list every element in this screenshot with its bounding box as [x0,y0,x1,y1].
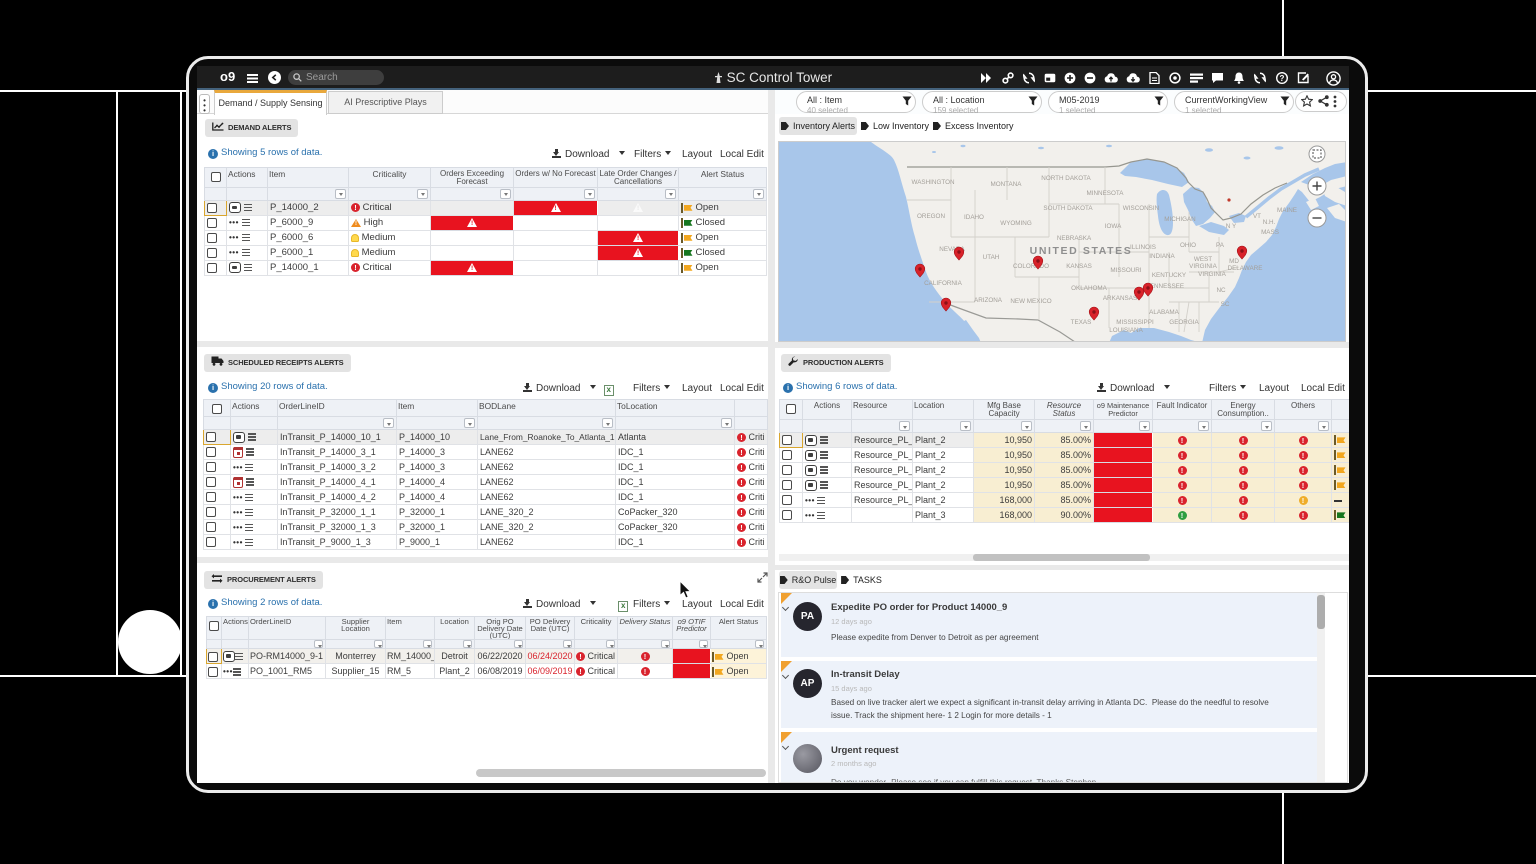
svg-text:GEORGIA: GEORGIA [1169,319,1199,326]
svg-text:TEXAS: TEXAS [1071,319,1092,326]
svg-text:MICHIGAN: MICHIGAN [1164,216,1196,223]
svg-text:NEBRASKA: NEBRASKA [1057,235,1092,242]
svg-text:CALIFORNIA: CALIFORNIA [924,280,963,287]
svg-text:OKLAHOMA: OKLAHOMA [1071,285,1107,292]
svg-text:UNITED STATES: UNITED STATES [1030,245,1133,257]
svg-text:VIRGINIA: VIRGINIA [1189,263,1217,270]
svg-text:SOUTH DAKOTA: SOUTH DAKOTA [1043,205,1093,212]
svg-text:WYOMING: WYOMING [1000,220,1032,227]
svg-text:MAINE: MAINE [1277,207,1297,214]
svg-text:MD: MD [1229,258,1239,265]
svg-text:DELAWARE: DELAWARE [1228,265,1263,272]
svg-text:ARKANSAS: ARKANSAS [1103,295,1137,302]
svg-text:NEW MEXICO: NEW MEXICO [1010,298,1051,305]
svg-text:KENTUCKY: KENTUCKY [1152,272,1187,279]
svg-text:UTAH: UTAH [983,254,1000,261]
svg-text:KANSAS: KANSAS [1066,263,1092,270]
svg-text:COLORADO: COLORADO [1013,263,1049,270]
svg-text:ARIZONA: ARIZONA [974,297,1003,304]
svg-text:WEST: WEST [1194,256,1212,263]
svg-text:OHIO: OHIO [1180,242,1196,249]
svg-text:NC: NC [1216,287,1226,294]
svg-text:MASS: MASS [1261,229,1279,236]
svg-text:WISCONSIN: WISCONSIN [1123,205,1160,212]
svg-text:MISSISSIPPI: MISSISSIPPI [1116,319,1154,326]
svg-text:VIRGINIA: VIRGINIA [1198,271,1226,278]
svg-text:N Y: N Y [1226,223,1237,230]
svg-text:MINNESOTA: MINNESOTA [1087,190,1125,197]
svg-text:?: ? [1280,74,1285,83]
svg-text:IOWA: IOWA [1105,223,1122,230]
svg-text:SC: SC [1221,301,1230,308]
svg-text:IDAHO: IDAHO [964,214,984,221]
svg-text:NEVADA: NEVADA [939,246,965,253]
svg-text:MISSOURI: MISSOURI [1110,267,1141,274]
svg-text:LOUISIANA: LOUISIANA [1109,327,1143,334]
svg-text:NORTH DAKOTA: NORTH DAKOTA [1041,175,1091,182]
svg-text:TENNESSEE: TENNESSEE [1146,283,1184,290]
svg-text:ILLINOIS: ILLINOIS [1130,244,1156,251]
svg-text:MONTANA: MONTANA [990,181,1022,188]
svg-text:INDIANA: INDIANA [1149,253,1175,260]
svg-text:PA: PA [1216,242,1225,249]
svg-text:ALABAMA: ALABAMA [1149,309,1180,316]
svg-text:N.H.: N.H. [1263,219,1276,226]
svg-text:VT: VT [1253,213,1261,220]
svg-text:OREGON: OREGON [917,213,945,220]
svg-text:WASHINGTON: WASHINGTON [911,179,954,186]
